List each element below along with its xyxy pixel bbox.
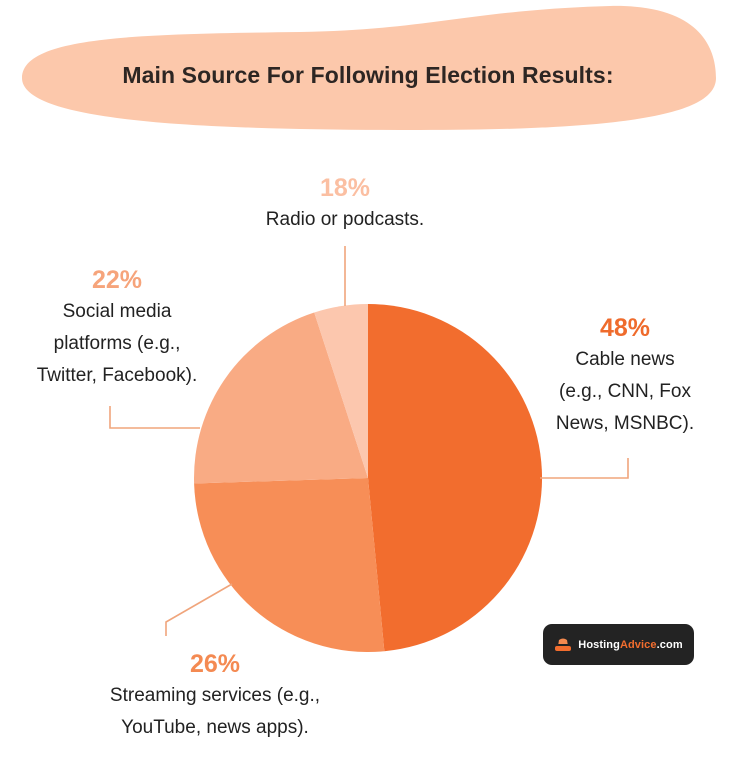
pct-label-social-media: 22%: [91, 266, 143, 294]
title-banner: [22, 5, 716, 131]
logo-text: HostingAdvice.com: [578, 638, 683, 651]
leader-line-streaming: [165, 583, 233, 636]
desc-line: Radio or podcasts.: [265, 209, 425, 230]
desc-line: Cable news: [575, 349, 675, 370]
desc-line: (e.g., CNN, Fox: [559, 381, 691, 402]
desc-line: YouTube, news apps).: [121, 717, 309, 738]
pie-slice-radio: [314, 304, 368, 478]
hat-logo-icon: [555, 638, 572, 651]
slice-label-social-media: 22% Social media platforms (e.g., Twitte…: [22, 264, 212, 392]
pct-label-cable-news: 48%: [599, 314, 651, 342]
pct-label-streaming: 26%: [189, 650, 241, 678]
desc-line: Streaming services (e.g.,: [109, 685, 321, 706]
desc-line: News, MSNBC).: [555, 413, 695, 434]
desc-line: platforms (e.g.,: [53, 333, 181, 354]
leader-line-cable-news: [540, 458, 629, 479]
hostingadvice-logo: HostingAdvice.com: [543, 624, 694, 665]
pie-slice-social-media: [194, 312, 368, 484]
desc-line: Social media: [62, 301, 172, 322]
leader-line-social-media: [109, 406, 200, 429]
pie-slice-streaming: [194, 478, 385, 653]
slice-label-streaming: 26% Streaming services (e.g., YouTube, n…: [90, 648, 340, 744]
pie-slice-cable-news: [368, 304, 543, 652]
slice-label-radio: 18% Radio or podcasts.: [245, 172, 445, 236]
chart-title: Main Source For Following Election Resul…: [122, 62, 614, 88]
desc-line: Twitter, Facebook).: [36, 365, 198, 386]
pct-label-radio: 18%: [319, 174, 371, 202]
slice-label-cable-news: 48% Cable news (e.g., CNN, Fox News, MSN…: [540, 312, 710, 440]
